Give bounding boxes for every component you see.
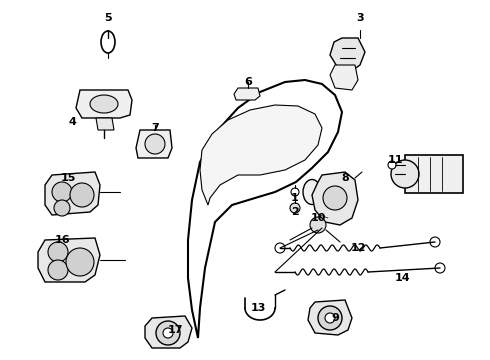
Polygon shape [234, 88, 260, 100]
Polygon shape [308, 300, 352, 335]
Text: 4: 4 [68, 117, 76, 127]
Circle shape [325, 313, 335, 323]
Polygon shape [330, 38, 365, 72]
Polygon shape [200, 105, 322, 205]
Text: 2: 2 [291, 207, 299, 217]
Circle shape [163, 328, 173, 338]
Text: 11: 11 [387, 155, 403, 165]
Polygon shape [76, 90, 132, 118]
Circle shape [391, 160, 419, 188]
Circle shape [318, 306, 342, 330]
Circle shape [310, 217, 326, 233]
Ellipse shape [101, 31, 115, 53]
Circle shape [48, 242, 68, 262]
Text: 5: 5 [104, 13, 112, 23]
Circle shape [145, 134, 165, 154]
Text: 13: 13 [250, 303, 266, 313]
Circle shape [291, 188, 299, 196]
Polygon shape [330, 65, 358, 90]
Circle shape [275, 243, 285, 253]
Ellipse shape [90, 95, 118, 113]
Circle shape [48, 260, 68, 280]
Ellipse shape [303, 180, 321, 204]
Circle shape [156, 321, 180, 345]
Bar [405, 155, 463, 193]
Circle shape [66, 248, 94, 276]
Polygon shape [312, 172, 358, 225]
Circle shape [52, 182, 72, 202]
Circle shape [430, 237, 440, 247]
Text: 10: 10 [310, 213, 326, 223]
Polygon shape [96, 118, 114, 130]
Text: 1: 1 [291, 193, 299, 203]
Text: 6: 6 [244, 77, 252, 87]
Circle shape [70, 183, 94, 207]
Circle shape [54, 200, 70, 216]
Circle shape [323, 186, 347, 210]
Polygon shape [145, 316, 192, 348]
Text: 3: 3 [356, 13, 364, 23]
Polygon shape [136, 130, 172, 158]
Text: 16: 16 [54, 235, 70, 245]
Polygon shape [45, 172, 100, 215]
Circle shape [435, 263, 445, 273]
Text: 9: 9 [331, 313, 339, 323]
Polygon shape [38, 238, 100, 282]
Text: 12: 12 [350, 243, 366, 253]
Circle shape [290, 203, 300, 213]
Text: 8: 8 [341, 173, 349, 183]
Text: 14: 14 [394, 273, 410, 283]
Text: 17: 17 [167, 325, 183, 335]
Circle shape [388, 161, 396, 169]
Text: 7: 7 [151, 123, 159, 133]
Text: 15: 15 [60, 173, 75, 183]
Polygon shape [188, 80, 342, 338]
